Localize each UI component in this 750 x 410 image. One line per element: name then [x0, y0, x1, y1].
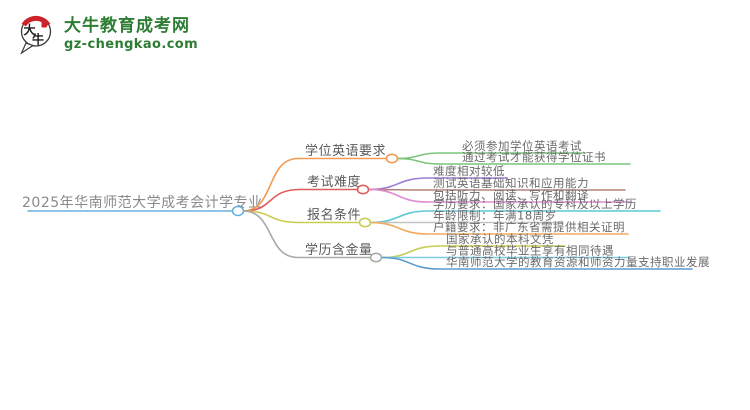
- speech-bubble-tail: [20, 42, 35, 55]
- branch-1-child-1-label: 必须参加学位英语考试: [462, 139, 582, 153]
- daniu-speech-bubble-icon: 大 牛: [20, 15, 52, 55]
- branch-2-child-3-label: 包括听力、阅读、写作和翻译: [433, 188, 589, 202]
- branch-1-label: 学位英语要求: [305, 143, 386, 159]
- root-node-label: 2025年华南师范大学成考会计学专业: [22, 194, 263, 211]
- branch-3-label: 报名条件: [307, 207, 361, 223]
- logo-text: 大牛教育成考网 gz-chengkao.com: [64, 16, 199, 53]
- logo-char-1: 大: [24, 22, 36, 37]
- branch-1-connector: [242, 157, 387, 212]
- logo-red-seal: [41, 22, 47, 28]
- branch-3-child-2-label: 年龄限制：年满18周岁: [433, 209, 557, 223]
- logo-title: 大牛教育成考网: [64, 16, 190, 37]
- logo-domain-url: gz-chengkao.com: [64, 37, 199, 53]
- branch-2-child-2-label: 测试英语基础知识和应用能力: [433, 176, 589, 190]
- branch-2-child-3-connector: [367, 188, 631, 203]
- branch-4-label: 学历含金量: [305, 242, 373, 258]
- branch-3-child-3-label: 户籍要求：非广东省需提供相关证明: [433, 220, 625, 234]
- branch-1-toggle-circle[interactable]: [385, 153, 399, 164]
- branch-3-child-3-connector: [369, 221, 629, 235]
- branch-2-toggle-circle[interactable]: [356, 184, 370, 195]
- branch-3-child-1-label: 学历要求：国家承认的专科及以上学历: [433, 197, 637, 211]
- branch-1-child-2-connector: [396, 157, 631, 165]
- branch-4-toggle-circle[interactable]: [369, 252, 383, 263]
- branch-2-label: 考试难度: [307, 174, 361, 190]
- branch-4-child-2-label: 与普通高校毕业生享有相同待遇: [446, 244, 614, 258]
- branch-2-connector: [242, 188, 358, 212]
- branch-1-child-2-label: 通过考试才能获得学位证书: [462, 150, 606, 164]
- branch-3-toggle-circle[interactable]: [358, 217, 372, 228]
- site-logo[interactable]: 大 牛 大牛教育成考网 gz-chengkao.com: [18, 14, 198, 56]
- branch-3-connector: [242, 210, 360, 224]
- branch-2-child-1-label: 难度相对较低: [433, 164, 505, 178]
- branch-4-connector: [242, 210, 371, 259]
- branch-4-child-3-connector: [380, 256, 693, 270]
- logo-char-2: 牛: [32, 32, 44, 47]
- branch-4-child-1-label: 国家承认的本科文凭: [446, 232, 554, 246]
- root-toggle-circle[interactable]: [231, 205, 245, 217]
- branch-4-child-3-label: 华南师范大学的教育资源和师资力量支持职业发展: [446, 255, 710, 269]
